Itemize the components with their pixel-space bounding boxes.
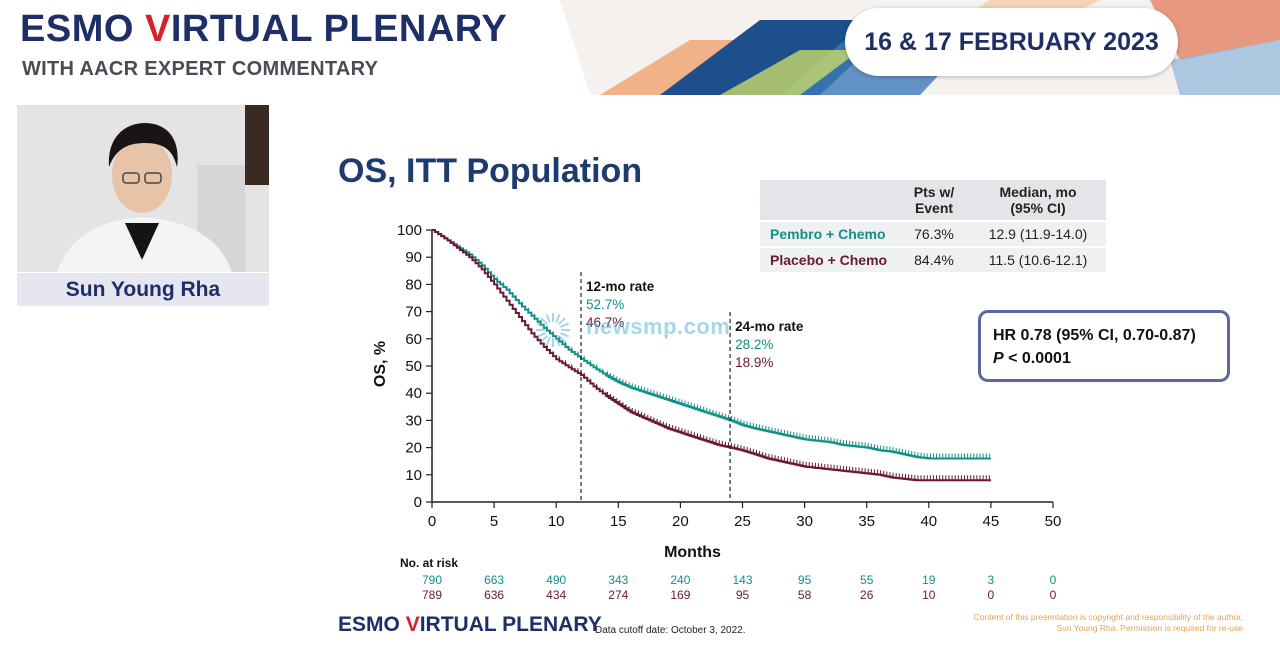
event-title: ESMO VIRTUAL PLENARY bbox=[20, 8, 508, 50]
x-tick-label: 35 bbox=[858, 513, 875, 530]
row-events-placebo: 84.4% bbox=[898, 247, 970, 274]
risk-count-placebo: 58 bbox=[798, 588, 812, 602]
burst-ray bbox=[557, 317, 566, 326]
risk-count-placebo: 274 bbox=[608, 588, 628, 602]
hazard-ratio: HR 0.78 (95% CI, 0.70-0.87) bbox=[993, 327, 1196, 344]
x-axis-label: Months bbox=[664, 544, 721, 561]
risk-count-placebo: 789 bbox=[422, 588, 442, 602]
table-row: Pembro + Chemo 76.3% 12.9 (11.9-14.0) bbox=[760, 221, 1106, 248]
p-value: P < 0.0001 bbox=[993, 350, 1071, 367]
rate-value-pembro: 52.7% bbox=[586, 297, 624, 312]
burst-ray bbox=[536, 322, 546, 328]
burst-ray bbox=[545, 313, 551, 323]
footer-logo: ESMO VIRTUAL PLENARY bbox=[338, 613, 602, 636]
data-cutoff: Data cutoff date: October 3, 2022. bbox=[595, 625, 746, 636]
km-curve-placebo bbox=[432, 229, 991, 482]
x-tick-label: 45 bbox=[983, 513, 1000, 530]
summary-header-events: Pts w/Event bbox=[898, 180, 970, 222]
x-tick-label: 20 bbox=[672, 513, 689, 530]
table-row: Placebo + Chemo 84.4% 11.5 (10.6-12.1) bbox=[760, 247, 1106, 274]
risk-count-placebo: 0 bbox=[1050, 588, 1057, 602]
risk-count-placebo: 10 bbox=[922, 588, 936, 602]
burst-ray bbox=[536, 332, 546, 338]
rate-value-pembro: 28.2% bbox=[735, 337, 773, 352]
y-tick-label: 40 bbox=[405, 385, 422, 402]
risk-count-pembro: 343 bbox=[608, 573, 628, 587]
row-median-placebo: 11.5 (10.6-12.1) bbox=[970, 247, 1106, 274]
speaker-name: Sun Young Rha bbox=[17, 273, 269, 306]
rate-value-placebo: 18.9% bbox=[735, 355, 773, 370]
x-tick-label: 5 bbox=[490, 513, 498, 530]
risk-count-pembro: 240 bbox=[670, 573, 690, 587]
risk-count-pembro: 19 bbox=[922, 573, 936, 587]
risk-count-pembro: 55 bbox=[860, 573, 874, 587]
x-tick-label: 50 bbox=[1045, 513, 1062, 530]
slide-title: OS, ITT Population bbox=[338, 152, 643, 190]
y-tick-label: 90 bbox=[405, 249, 422, 266]
event-subtitle: WITH AACR EXPERT COMMENTARY bbox=[22, 58, 379, 80]
row-median-pembro: 12.9 (11.9-14.0) bbox=[970, 221, 1106, 248]
x-tick-label: 10 bbox=[548, 513, 565, 530]
row-events-pembro: 76.3% bbox=[898, 221, 970, 248]
event-date: 16 & 17 FEBRUARY 2023 bbox=[845, 8, 1178, 76]
risk-count-pembro: 490 bbox=[546, 573, 566, 587]
burst-ray bbox=[545, 337, 551, 347]
x-tick-label: 40 bbox=[920, 513, 937, 530]
y-tick-label: 50 bbox=[405, 358, 422, 375]
y-tick-label: 80 bbox=[405, 276, 422, 293]
burst-ray bbox=[560, 332, 570, 338]
y-tick-label: 20 bbox=[405, 440, 422, 457]
risk-count-placebo: 95 bbox=[736, 588, 750, 602]
risk-count-placebo: 0 bbox=[988, 588, 995, 602]
y-tick-label: 10 bbox=[405, 467, 422, 484]
rate-label: 12-mo rate bbox=[586, 279, 655, 294]
y-tick-label: 100 bbox=[397, 222, 422, 239]
risk-table-title: No. at risk bbox=[400, 556, 458, 570]
risk-count-placebo: 26 bbox=[860, 588, 874, 602]
speaker-tile: Sun Young Rha bbox=[17, 105, 269, 306]
risk-count-pembro: 0 bbox=[1050, 573, 1057, 587]
row-label-pembro: Pembro + Chemo bbox=[760, 221, 898, 248]
rate-label: 24-mo rate bbox=[735, 319, 804, 334]
y-tick-label: 70 bbox=[405, 304, 422, 321]
y-axis-label: OS, % bbox=[372, 341, 389, 387]
risk-count-pembro: 3 bbox=[988, 573, 995, 587]
speaker-video bbox=[17, 105, 269, 272]
burst-ray bbox=[540, 334, 549, 343]
burst-ray bbox=[555, 313, 561, 323]
x-tick-label: 0 bbox=[428, 513, 436, 530]
burst-ray bbox=[560, 322, 570, 328]
rate-value-placebo: 46.7% bbox=[586, 315, 624, 330]
watermark-text: newsmp.com bbox=[586, 314, 731, 339]
risk-count-placebo: 636 bbox=[484, 588, 504, 602]
risk-count-placebo: 169 bbox=[670, 588, 690, 602]
burst-ray bbox=[540, 317, 549, 326]
risk-count-pembro: 95 bbox=[798, 573, 812, 587]
risk-count-pembro: 790 bbox=[422, 573, 442, 587]
speaker-portrait bbox=[17, 105, 269, 272]
y-tick-label: 30 bbox=[405, 412, 422, 429]
summary-header-median: Median, mo (95% CI) bbox=[970, 180, 1106, 222]
x-tick-label: 15 bbox=[610, 513, 627, 530]
burst-ray bbox=[557, 334, 566, 343]
row-label-placebo: Placebo + Chemo bbox=[760, 247, 898, 274]
burst-ray bbox=[555, 337, 561, 347]
summary-table: Pts w/Event Median, mo (95% CI) Pembro + … bbox=[760, 180, 1106, 274]
risk-count-pembro: 663 bbox=[484, 573, 504, 587]
risk-count-pembro: 143 bbox=[732, 573, 752, 587]
copyright-notice: Content of this presentation is copyrigh… bbox=[973, 612, 1243, 633]
hazard-ratio-box: HR 0.78 (95% CI, 0.70-0.87) P < 0.0001 bbox=[978, 310, 1230, 382]
km-curve-pembro bbox=[432, 229, 991, 460]
x-tick-label: 30 bbox=[796, 513, 813, 530]
summary-header-blank bbox=[760, 180, 898, 222]
y-tick-label: 60 bbox=[405, 331, 422, 348]
x-tick-label: 25 bbox=[734, 513, 751, 530]
y-tick-label: 0 bbox=[414, 494, 422, 511]
watermark-burst-icon bbox=[536, 313, 570, 347]
watermark: newsmp.com bbox=[528, 308, 748, 352]
risk-count-placebo: 434 bbox=[546, 588, 566, 602]
